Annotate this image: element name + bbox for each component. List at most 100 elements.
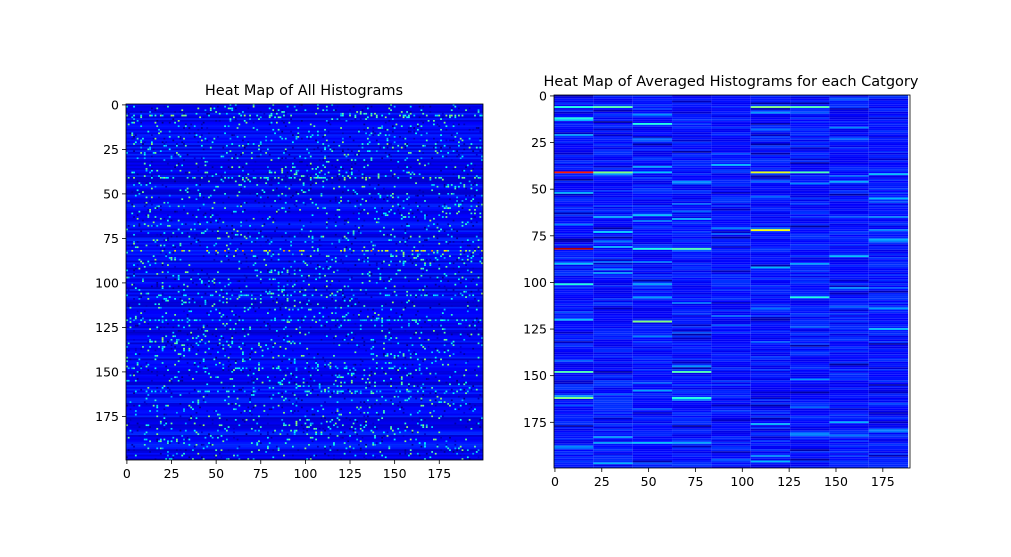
left-heatmap-cell xyxy=(391,146,394,149)
left-heatmap-cell xyxy=(215,290,218,293)
left-heatmap-cell xyxy=(479,137,482,140)
left-heatmap-cell xyxy=(174,210,176,213)
right-heatmap-cell xyxy=(672,234,712,237)
left-heatmap-row xyxy=(126,317,483,320)
left-heatmap-cell xyxy=(415,369,417,371)
left-heatmap-cell xyxy=(145,305,148,307)
left-heatmap-cell xyxy=(272,104,275,106)
left-heatmap-cell xyxy=(186,338,189,341)
left-heatmap-cell xyxy=(350,374,353,377)
right-heatmap-cell xyxy=(632,201,673,204)
left-heatmap-cell xyxy=(440,118,442,121)
left-heatmap-cell xyxy=(170,381,173,384)
left-heatmap-cell xyxy=(156,125,159,128)
left-heatmap-cell xyxy=(359,112,362,115)
left-heatmap-cell xyxy=(261,367,264,370)
left-heatmap-cell xyxy=(458,210,460,213)
left-heatmap-cell xyxy=(429,411,432,414)
left-heatmap-row xyxy=(126,445,483,448)
left-heatmap-cell xyxy=(311,241,314,243)
left-heatmap-cell xyxy=(234,322,237,325)
left-heatmap-cell xyxy=(343,431,346,434)
left-heatmap-cell xyxy=(133,367,135,370)
left-heatmap-cell xyxy=(352,249,355,252)
left-heatmap-cell xyxy=(258,344,260,347)
right-heatmap-cell xyxy=(554,205,594,207)
left-heatmap-cell xyxy=(315,321,317,323)
left-heatmap-cell xyxy=(431,157,434,160)
left-heatmap-cell xyxy=(150,143,153,145)
left-heatmap-cell xyxy=(324,157,326,160)
left-heatmap-cell xyxy=(365,443,367,446)
left-heatmap-cell xyxy=(126,294,128,297)
left-heatmap-cell xyxy=(350,166,353,169)
left-heatmap-cell xyxy=(290,265,293,268)
left-heatmap-cell xyxy=(156,438,159,441)
left-heatmap-cell xyxy=(363,175,366,177)
left-heatmap-row xyxy=(126,150,483,153)
left-heatmap-cell xyxy=(308,443,310,446)
left-heatmap-cell xyxy=(329,123,332,126)
right-heatmap-cell xyxy=(593,335,633,338)
left-heatmap-cell xyxy=(336,372,339,375)
left-heatmap-cell xyxy=(377,314,380,316)
left-heatmap-cell xyxy=(243,209,246,211)
right-heatmap-cell xyxy=(672,242,712,245)
right-heatmap-cell xyxy=(554,387,594,390)
left-heatmap-cell xyxy=(127,422,130,425)
left-heatmap-cell xyxy=(331,319,334,322)
right-heatmap-cell xyxy=(672,357,712,360)
left-heatmap-cell xyxy=(308,371,310,373)
left-heatmap-cell xyxy=(134,349,137,352)
left-heatmap-cell xyxy=(250,157,253,160)
left-heatmap-cell xyxy=(465,369,467,371)
right-heatmap-cell xyxy=(632,178,673,181)
left-heatmap-cell xyxy=(436,152,439,154)
left-heatmap-cell xyxy=(477,449,480,452)
left-heatmap-cell xyxy=(225,438,228,441)
left-heatmap-cell xyxy=(333,187,335,190)
left-heatmap-cell xyxy=(329,292,332,295)
right-heatmap-cell xyxy=(593,426,633,429)
left-heatmap-cell xyxy=(136,324,139,327)
left-heatmap-cell xyxy=(252,379,255,382)
left-heatmap-cell xyxy=(358,314,360,316)
left-heatmap-cell xyxy=(368,381,371,384)
left-heatmap-cell xyxy=(170,257,173,259)
left-heatmap-cell xyxy=(200,443,203,446)
left-heatmap-cell xyxy=(161,340,164,343)
left-heatmap-cell xyxy=(167,239,169,242)
left-heatmap-cell xyxy=(424,262,426,265)
left-heatmap-cell xyxy=(374,312,376,315)
left-heatmap-cell xyxy=(404,451,407,453)
left-heatmap-cell xyxy=(159,223,162,226)
left-heatmap-cell xyxy=(213,137,216,140)
left-heatmap-cell xyxy=(145,169,148,172)
left-heatmap-cell xyxy=(341,262,344,265)
left-heatmap-cell xyxy=(299,419,301,421)
left-heatmap-cell xyxy=(265,249,268,252)
left-heatmap-cell xyxy=(213,287,216,290)
left-heatmap-cell xyxy=(211,347,214,350)
left-heatmap-cell xyxy=(234,104,237,106)
left-heatmap-cell xyxy=(249,410,251,412)
left-heatmap-cell xyxy=(258,180,260,183)
right-heatmap-cell xyxy=(672,162,712,165)
right-heatmap-cell xyxy=(554,434,594,437)
left-heatmap-cell xyxy=(174,349,176,352)
left-heatmap-cell xyxy=(445,440,448,443)
right-heatmap-cell xyxy=(593,242,633,245)
left-heatmap-cell xyxy=(436,294,439,297)
left-heatmap-cell xyxy=(443,319,446,322)
left-heatmap-cell xyxy=(159,233,162,236)
left-heatmap-cell xyxy=(238,367,241,370)
left-heatmap-cell xyxy=(441,294,444,297)
left-heatmap-cell xyxy=(438,431,441,434)
left-heatmap-cell xyxy=(290,196,293,199)
left-heatmap-cell xyxy=(388,153,391,156)
left-heatmap-cell xyxy=(384,337,387,339)
right-heatmap-cell xyxy=(554,432,594,435)
left-heatmap-cell xyxy=(247,107,250,110)
left-heatmap-cell xyxy=(375,354,378,357)
left-heatmap-cell xyxy=(472,255,475,258)
